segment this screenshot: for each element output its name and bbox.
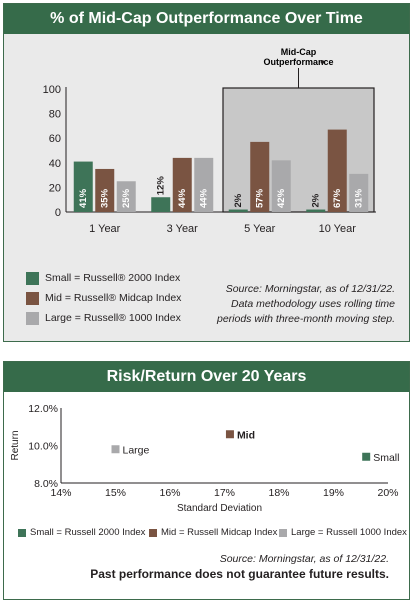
legend-item-small: Small = Russell® 2000 Index — [26, 270, 181, 286]
x-tick-label: 3 Year — [167, 223, 199, 235]
bar — [151, 197, 171, 212]
legend2-swatch-mid — [149, 528, 157, 537]
legend2-swatch-large — [279, 528, 287, 537]
highlight-region — [222, 87, 375, 213]
bar-value-label: 67% — [332, 188, 343, 208]
x-tick-label: 1 Year — [89, 223, 121, 235]
x-tick-label: 5 Year — [244, 223, 276, 235]
x-tick-label: 16% — [159, 487, 180, 499]
y-tick-label: 40 — [49, 158, 61, 170]
highlight-label-2: Outperformance — [263, 57, 333, 67]
bar — [95, 168, 115, 212]
chart2-source: Source: Morningstar, as of 12/31/22. — [219, 553, 389, 565]
legend-swatch-mid — [26, 291, 39, 305]
bar-value-label: 2% — [233, 193, 244, 207]
scatter-point — [362, 452, 371, 461]
x-tick-label: 19% — [323, 487, 344, 499]
scatter-point — [111, 445, 120, 454]
x-tick-label: 15% — [105, 487, 126, 499]
point-label: Large — [123, 444, 150, 456]
bar-value-label: 44% — [198, 188, 209, 208]
legend2-label-large: Large = Russell 1000 Index — [291, 527, 407, 538]
x-tick-label: 10 Year — [319, 223, 357, 235]
y-axis-title: Return — [10, 430, 21, 460]
bar — [250, 141, 270, 212]
bar — [306, 209, 326, 212]
y-tick-label: 100 — [43, 84, 61, 96]
bar-value-label: 42% — [276, 188, 287, 208]
bar — [271, 160, 291, 212]
y-tick-label: 20 — [49, 182, 61, 194]
legend2-item-mid: Mid = Russell Midcap Index — [149, 527, 277, 538]
legend2-swatch-small — [18, 528, 26, 537]
chart1-source: Source: Morningstar, as of 12/31/22. Dat… — [217, 282, 395, 327]
bar — [116, 181, 136, 212]
x-tick-label: 14% — [50, 487, 71, 499]
chart1-legend: Small = Russell® 2000 Index Mid = Russel… — [26, 270, 181, 330]
legend2-item-small: Small = Russell 2000 Index — [18, 527, 145, 538]
bar-value-label: 41% — [78, 188, 89, 208]
bar-value-label: 12% — [155, 176, 166, 196]
bar-value-label: 44% — [177, 188, 188, 208]
source-line-1: Source: Morningstar, as of 12/31/22. — [225, 283, 395, 295]
legend2-item-large: Large = Russell 1000 Index — [279, 527, 407, 538]
y-tick-label: 10.0% — [28, 441, 58, 453]
y-tick-label: 60 — [49, 133, 61, 145]
bar — [327, 129, 347, 212]
disclaimer: Past performance does not guarantee futu… — [90, 567, 389, 581]
scatter-point — [225, 430, 234, 439]
legend-item-large: Large = Russell® 1000 Index — [26, 310, 181, 326]
bar — [73, 161, 93, 212]
y-tick-label: 0 — [55, 207, 61, 219]
point-label: Small — [373, 452, 399, 464]
legend2-label-mid: Mid = Russell Midcap Index — [161, 527, 278, 538]
bar-value-label: 2% — [310, 193, 321, 207]
x-axis-title: Standard Deviation — [177, 503, 262, 514]
legend2-label-small: Small = Russell 2000 Index — [30, 527, 146, 538]
chart1-title: % of Mid-Cap Outperformance Over Time — [4, 4, 409, 34]
y-tick-label: 12.0% — [28, 403, 58, 415]
bar-value-label: 57% — [254, 188, 265, 208]
legend-item-mid: Mid = Russell® Midcap Index — [26, 290, 181, 306]
bar — [194, 157, 214, 212]
risk-return-panel: Risk/Return Over 20 Years 8.0% 10.0% 12.0%… — [3, 361, 410, 600]
point-label: Mid — [237, 429, 255, 441]
bar — [228, 209, 248, 212]
legend-swatch-small — [26, 271, 39, 285]
source-line-3: periods with three-month moving step. — [216, 313, 395, 325]
legend-label-mid: Mid = Russell® Midcap Index — [45, 292, 182, 304]
x-tick-label: 20% — [377, 487, 398, 499]
y-tick-label: 80 — [49, 109, 61, 121]
bar-value-label: 25% — [121, 188, 132, 208]
bar — [172, 157, 192, 212]
legend-swatch-large — [26, 311, 39, 325]
highlight-label-1: Mid-Cap — [281, 47, 317, 57]
bar — [349, 173, 369, 212]
bar-value-label: 35% — [99, 188, 110, 208]
x-tick-label: 18% — [268, 487, 289, 499]
chart2-title: Risk/Return Over 20 Years — [4, 362, 409, 392]
legend-label-small: Small = Russell® 2000 Index — [45, 272, 181, 284]
x-tick-label: 17% — [214, 487, 235, 499]
y-tick-label: 8.0% — [34, 478, 58, 490]
scatter-chart: 8.0% 10.0% 12.0% 14% 15% 16% 17% 18% 19% 20% Stand… — [10, 403, 399, 514]
outperformance-panel: % of Mid-Cap Outperformance Over Time Mi… — [3, 3, 410, 342]
highlight-dot — [320, 60, 325, 64]
bar-value-label: 31% — [353, 188, 364, 208]
source-line-2: Data methodology uses rolling time — [230, 298, 395, 310]
legend-label-large: Large = Russell® 1000 Index — [45, 312, 181, 324]
